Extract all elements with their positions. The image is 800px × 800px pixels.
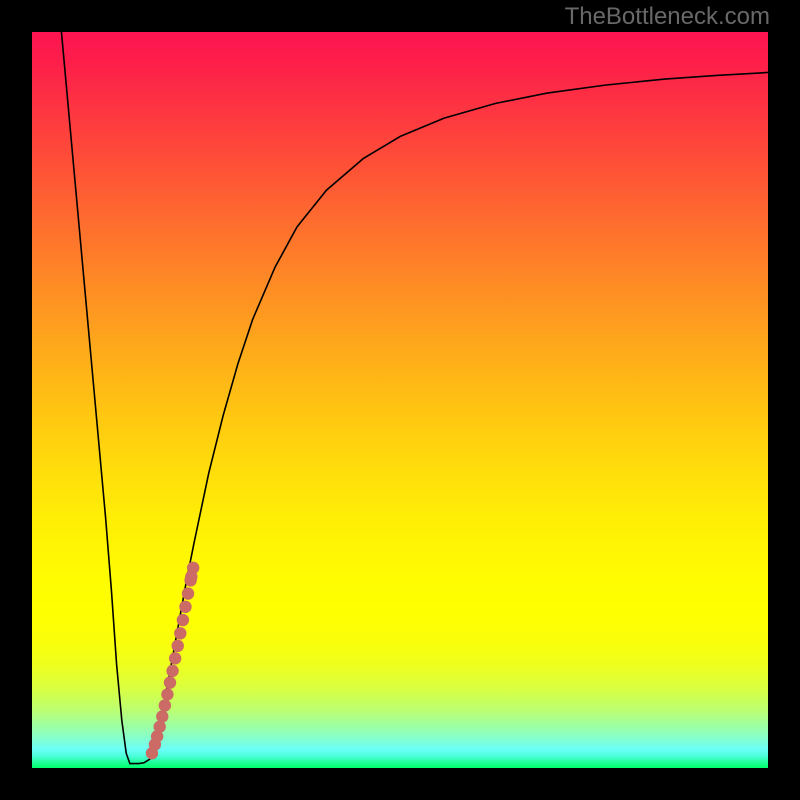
highlight-marker [164, 676, 176, 688]
watermark-text: TheBottleneck.com [565, 3, 770, 31]
highlight-marker [174, 627, 186, 639]
highlight-marker [187, 562, 199, 574]
highlight-markers [146, 562, 200, 760]
highlight-marker [177, 614, 189, 626]
highlight-marker [182, 587, 194, 599]
highlight-marker [159, 699, 171, 711]
highlight-marker [154, 721, 166, 733]
highlight-marker [161, 688, 173, 700]
bottleneck-curve [61, 32, 768, 764]
chart-container: TheBottleneck.com [0, 0, 800, 800]
curve-layer [32, 32, 768, 768]
highlight-marker [172, 640, 184, 652]
highlight-marker [166, 665, 178, 677]
plot-area [32, 32, 768, 768]
highlight-marker [156, 710, 168, 722]
highlight-marker [179, 601, 191, 613]
highlight-marker [169, 652, 181, 664]
